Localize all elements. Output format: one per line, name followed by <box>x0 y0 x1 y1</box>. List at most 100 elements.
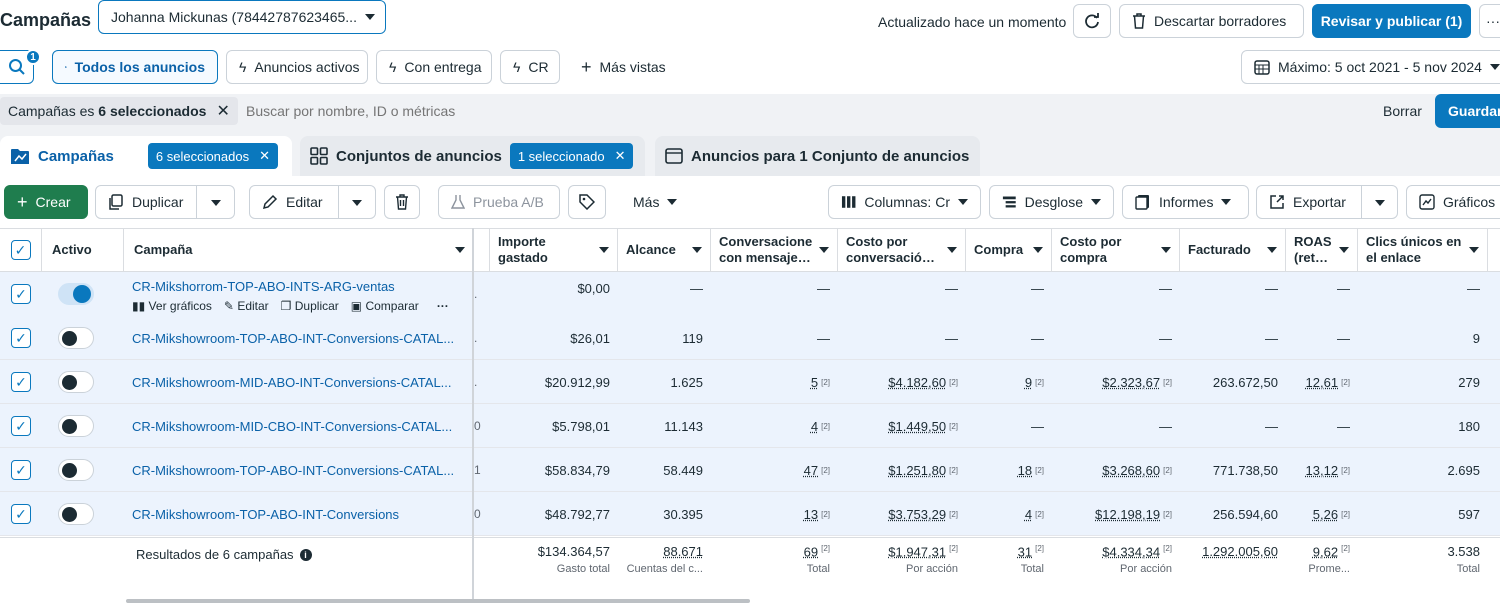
campaigns-selection-pill[interactable]: 6 seleccionados ✕ <box>147 143 279 169</box>
column-header-revenue[interactable]: Facturado <box>1180 229 1286 271</box>
footnote-mark: [2] <box>1035 377 1044 387</box>
create-label: Crear <box>35 194 71 210</box>
create-button[interactable]: + Crear <box>4 185 88 219</box>
row-checkbox[interactable]: ✓ <box>11 416 31 436</box>
charts-button[interactable]: Gráficos <box>1406 185 1500 219</box>
filter-chip[interactable]: Campañas es 6 seleccionados ✕ <box>0 97 238 125</box>
column-header-conversations[interactable]: Conversacione con mensaje… <box>711 229 838 271</box>
row-checkbox[interactable]: ✓ <box>11 328 31 348</box>
campaign-name-link[interactable]: CR-Mikshowroom-TOP-ABO-INT-Conversions-C… <box>132 462 455 478</box>
campaign-name-link[interactable]: CR-Mikshowroom-TOP-ABO-INT-Conversions-C… <box>132 330 455 346</box>
delivery-toggle[interactable] <box>58 503 94 525</box>
metric-value: 597 <box>1458 506 1480 522</box>
metric-value: $2.323,67 <box>1102 374 1161 390</box>
column-header-purchase[interactable]: Compra <box>966 229 1052 271</box>
metric-value: — <box>1337 281 1350 296</box>
more-actions-button[interactable]: Más <box>620 185 690 219</box>
search-badge: 1 <box>25 49 41 65</box>
column-header-campaign[interactable]: Campaña <box>124 229 474 271</box>
tab-adsets[interactable]: Conjuntos de anuncios 1 seleccionado ✕ <box>300 136 645 176</box>
table-row[interactable]: ✓ CR-Mikshowroom-TOP-ABO-INT-Conversions 0… <box>0 492 1500 536</box>
save-filter-button[interactable]: Guardar <box>1435 94 1500 128</box>
view-charts-action[interactable]: ▮▮ Ver gráficos <box>132 299 212 313</box>
columns-icon <box>841 196 856 208</box>
delete-button[interactable] <box>384 185 420 219</box>
more-options-button[interactable]: ··· <box>1479 4 1500 38</box>
discard-drafts-button[interactable]: Descartar borradores <box>1119 4 1304 38</box>
adsets-selection-pill[interactable]: 1 seleccionado ✕ <box>509 143 634 169</box>
delivery-toggle[interactable] <box>58 327 94 349</box>
table-row[interactable]: ✓ CR-Mikshowroom-MID-CBO-INT-Conversions-… <box>0 404 1500 448</box>
delivery-toggle[interactable] <box>58 371 94 393</box>
horizontal-scrollbar[interactable] <box>126 599 750 603</box>
info-icon[interactable]: i <box>299 548 312 561</box>
tags-button[interactable] <box>568 185 606 219</box>
totals-row: Resultados de 6 campañas i $134.364,57 Ga… <box>0 537 1500 595</box>
more-dots-icon[interactable]: ··· <box>436 299 449 313</box>
campaign-name-link[interactable]: CR-Mikshowroom-MID-CBO-INT-Conversions-C… <box>132 418 453 434</box>
select-all-checkbox[interactable]: ✓ <box>10 240 31 260</box>
campaign-name-link[interactable]: CR-Mikshowroom-TOP-ABO-INT-Conversions <box>132 506 400 522</box>
metric-value: 256.594,60 <box>1212 506 1278 522</box>
view-active-ads[interactable]: ϟ Anuncios activos <box>226 50 368 84</box>
search-input[interactable] <box>238 98 838 124</box>
campaign-name-link[interactable]: CR-Mikshowroom-MID-ABO-INT-Conversions-C… <box>132 374 452 390</box>
reports-button[interactable]: Informes <box>1122 185 1249 219</box>
row-checkbox[interactable]: ✓ <box>11 284 31 304</box>
chevron-down-icon[interactable] <box>211 200 221 206</box>
ab-test-button[interactable]: Prueba A/B <box>438 185 560 219</box>
column-header-spend[interactable]: Importe gastado <box>490 229 618 271</box>
tab-ads[interactable]: Anuncios para 1 Conjunto de anuncios <box>655 136 980 176</box>
account-selector[interactable]: Johanna Mickunas (78442787623465... <box>98 0 386 34</box>
tab-campaigns[interactable]: Campañas 6 seleccionados ✕ <box>0 136 292 176</box>
delivery-toggle[interactable] <box>58 415 94 437</box>
chevron-down-icon[interactable] <box>1375 200 1385 206</box>
column-header-cost-conversation[interactable]: Costo por conversació… <box>838 229 966 271</box>
refresh-button[interactable] <box>1073 4 1111 38</box>
row-checkbox[interactable]: ✓ <box>11 372 31 392</box>
close-icon[interactable]: ✕ <box>614 148 626 163</box>
delivery-toggle[interactable] <box>58 283 94 305</box>
table-row[interactable]: ✓ CR-Mikshowroom-TOP-ABO-INT-Conversions-… <box>0 316 1500 360</box>
duplicate-action[interactable]: ❐ Duplicar <box>280 299 339 313</box>
column-header-clicks[interactable]: Clics únicos en el enlace <box>1358 229 1488 271</box>
campaign-name-link[interactable]: CR-Mikshorrom-TOP-ABO-INTS-ARG-ventas <box>132 279 395 294</box>
table-row[interactable]: ✓ CR-Mikshowroom-MID-ABO-INT-Conversions-… <box>0 360 1500 404</box>
compare-action[interactable]: ▣ Comparar <box>350 299 419 313</box>
sort-caret-icon <box>1339 247 1349 253</box>
columns-button[interactable]: Columnas: Cr <box>828 185 981 219</box>
close-icon[interactable]: ✕ <box>259 148 271 163</box>
column-header-active[interactable]: Activo <box>42 229 124 271</box>
column-header-hidden <box>474 229 490 271</box>
tab-adsets-label: Conjuntos de anuncios <box>336 147 502 165</box>
delivery-toggle[interactable] <box>58 459 94 481</box>
view-all-ads[interactable]: Todos los anuncios <box>52 50 218 84</box>
more-views-button[interactable]: + Más vistas <box>568 50 680 84</box>
duplicate-button[interactable]: Duplicar <box>95 185 235 219</box>
metric-value: — <box>690 281 703 296</box>
review-publish-button[interactable]: Revisar y publicar (1) <box>1312 4 1471 38</box>
close-icon[interactable]: ✕ <box>216 103 230 120</box>
export-button[interactable]: Exportar <box>1256 185 1398 219</box>
metric-value: — <box>1265 281 1278 296</box>
total-reach-sub: Cuentas del c... <box>626 563 703 575</box>
charts-label: Gráficos <box>1443 194 1496 210</box>
chevron-down-icon[interactable] <box>352 200 362 206</box>
footnote-mark: [2] <box>949 544 958 553</box>
column-header-cost-purchase[interactable]: Costo por compra <box>1052 229 1180 271</box>
edit-action[interactable]: ✎ Editar <box>223 299 269 313</box>
table-row[interactable]: ✓ CR-Mikshorrom-TOP-ABO-INTS-ARG-ventas ▮▮… <box>0 272 1500 317</box>
view-cr[interactable]: ϟ CR <box>500 50 560 84</box>
column-header-reach[interactable]: Alcance <box>618 229 711 271</box>
clear-filter-link[interactable]: Borrar <box>1383 103 1422 119</box>
edit-button[interactable]: Editar <box>249 185 376 219</box>
metric-value: 1.625 <box>670 374 703 390</box>
row-checkbox-cell: ✓ <box>0 272 42 316</box>
column-header-roas[interactable]: ROAS (ret… <box>1286 229 1358 271</box>
row-checkbox[interactable]: ✓ <box>11 460 31 480</box>
row-checkbox[interactable]: ✓ <box>11 504 31 524</box>
view-delivery[interactable]: ϟ Con entrega <box>376 50 492 84</box>
date-range-picker[interactable]: Máximo: 5 oct 2021 - 5 nov 2024 <box>1241 50 1500 84</box>
breakdown-button[interactable]: Desglose <box>989 185 1114 219</box>
table-row[interactable]: ✓ CR-Mikshowroom-TOP-ABO-INT-Conversions-… <box>0 448 1500 492</box>
